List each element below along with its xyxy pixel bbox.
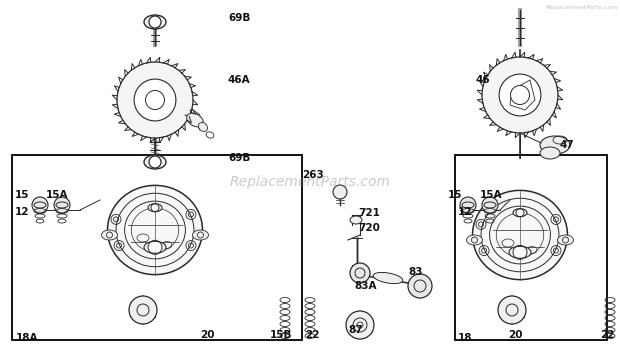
Ellipse shape: [350, 216, 362, 224]
Circle shape: [499, 74, 541, 116]
Ellipse shape: [462, 202, 474, 208]
Ellipse shape: [34, 202, 46, 208]
Ellipse shape: [148, 204, 162, 212]
Circle shape: [117, 62, 193, 138]
Ellipse shape: [540, 136, 570, 154]
Circle shape: [149, 16, 161, 28]
Ellipse shape: [56, 202, 68, 208]
Ellipse shape: [107, 185, 203, 274]
Ellipse shape: [144, 155, 166, 169]
Circle shape: [510, 86, 529, 104]
Text: 46: 46: [476, 75, 490, 85]
Text: 15A: 15A: [46, 190, 68, 200]
Bar: [455, 155, 607, 340]
Ellipse shape: [513, 209, 527, 217]
Ellipse shape: [198, 122, 208, 131]
Circle shape: [482, 197, 498, 213]
Text: 12: 12: [15, 207, 30, 217]
Ellipse shape: [484, 202, 496, 208]
Text: 12: 12: [458, 207, 472, 217]
Ellipse shape: [557, 235, 574, 245]
Text: 83A: 83A: [354, 281, 376, 291]
Bar: [12, 155, 302, 340]
Text: 83: 83: [408, 267, 422, 277]
Text: 20: 20: [200, 330, 215, 340]
Circle shape: [54, 197, 70, 213]
Ellipse shape: [540, 147, 560, 159]
Circle shape: [498, 296, 526, 324]
Text: 20: 20: [508, 330, 523, 340]
Text: 18A: 18A: [16, 333, 38, 343]
Ellipse shape: [192, 230, 208, 240]
Text: 47: 47: [560, 140, 575, 150]
Circle shape: [149, 156, 161, 168]
Circle shape: [460, 197, 476, 213]
Circle shape: [134, 79, 176, 121]
Circle shape: [333, 185, 347, 199]
Text: 15: 15: [448, 190, 463, 200]
Text: 22: 22: [305, 330, 319, 340]
Circle shape: [146, 91, 164, 110]
Ellipse shape: [466, 235, 482, 245]
Circle shape: [129, 296, 157, 324]
Text: 87: 87: [348, 325, 363, 335]
Text: 69B: 69B: [228, 13, 250, 23]
Text: 46A: 46A: [228, 75, 250, 85]
Circle shape: [408, 274, 432, 298]
Ellipse shape: [187, 113, 203, 127]
Ellipse shape: [373, 272, 403, 284]
Circle shape: [346, 311, 374, 339]
Text: 69B: 69B: [228, 153, 250, 163]
Circle shape: [350, 263, 370, 283]
Text: 721: 721: [358, 208, 380, 218]
Text: 22: 22: [600, 330, 614, 340]
Text: 263: 263: [302, 170, 324, 180]
Ellipse shape: [472, 190, 567, 280]
Text: ReplacementParts.com: ReplacementParts.com: [546, 5, 618, 10]
Text: 720: 720: [358, 223, 380, 233]
Ellipse shape: [144, 241, 166, 253]
Circle shape: [482, 57, 558, 133]
Text: 15: 15: [15, 190, 30, 200]
Text: 15B: 15B: [270, 330, 293, 340]
Text: 18: 18: [458, 333, 472, 343]
Ellipse shape: [144, 15, 166, 29]
Ellipse shape: [509, 246, 531, 258]
Text: ReplacementParts.com: ReplacementParts.com: [229, 175, 391, 189]
Ellipse shape: [102, 230, 118, 240]
Text: 15A: 15A: [480, 190, 502, 200]
Circle shape: [32, 197, 48, 213]
